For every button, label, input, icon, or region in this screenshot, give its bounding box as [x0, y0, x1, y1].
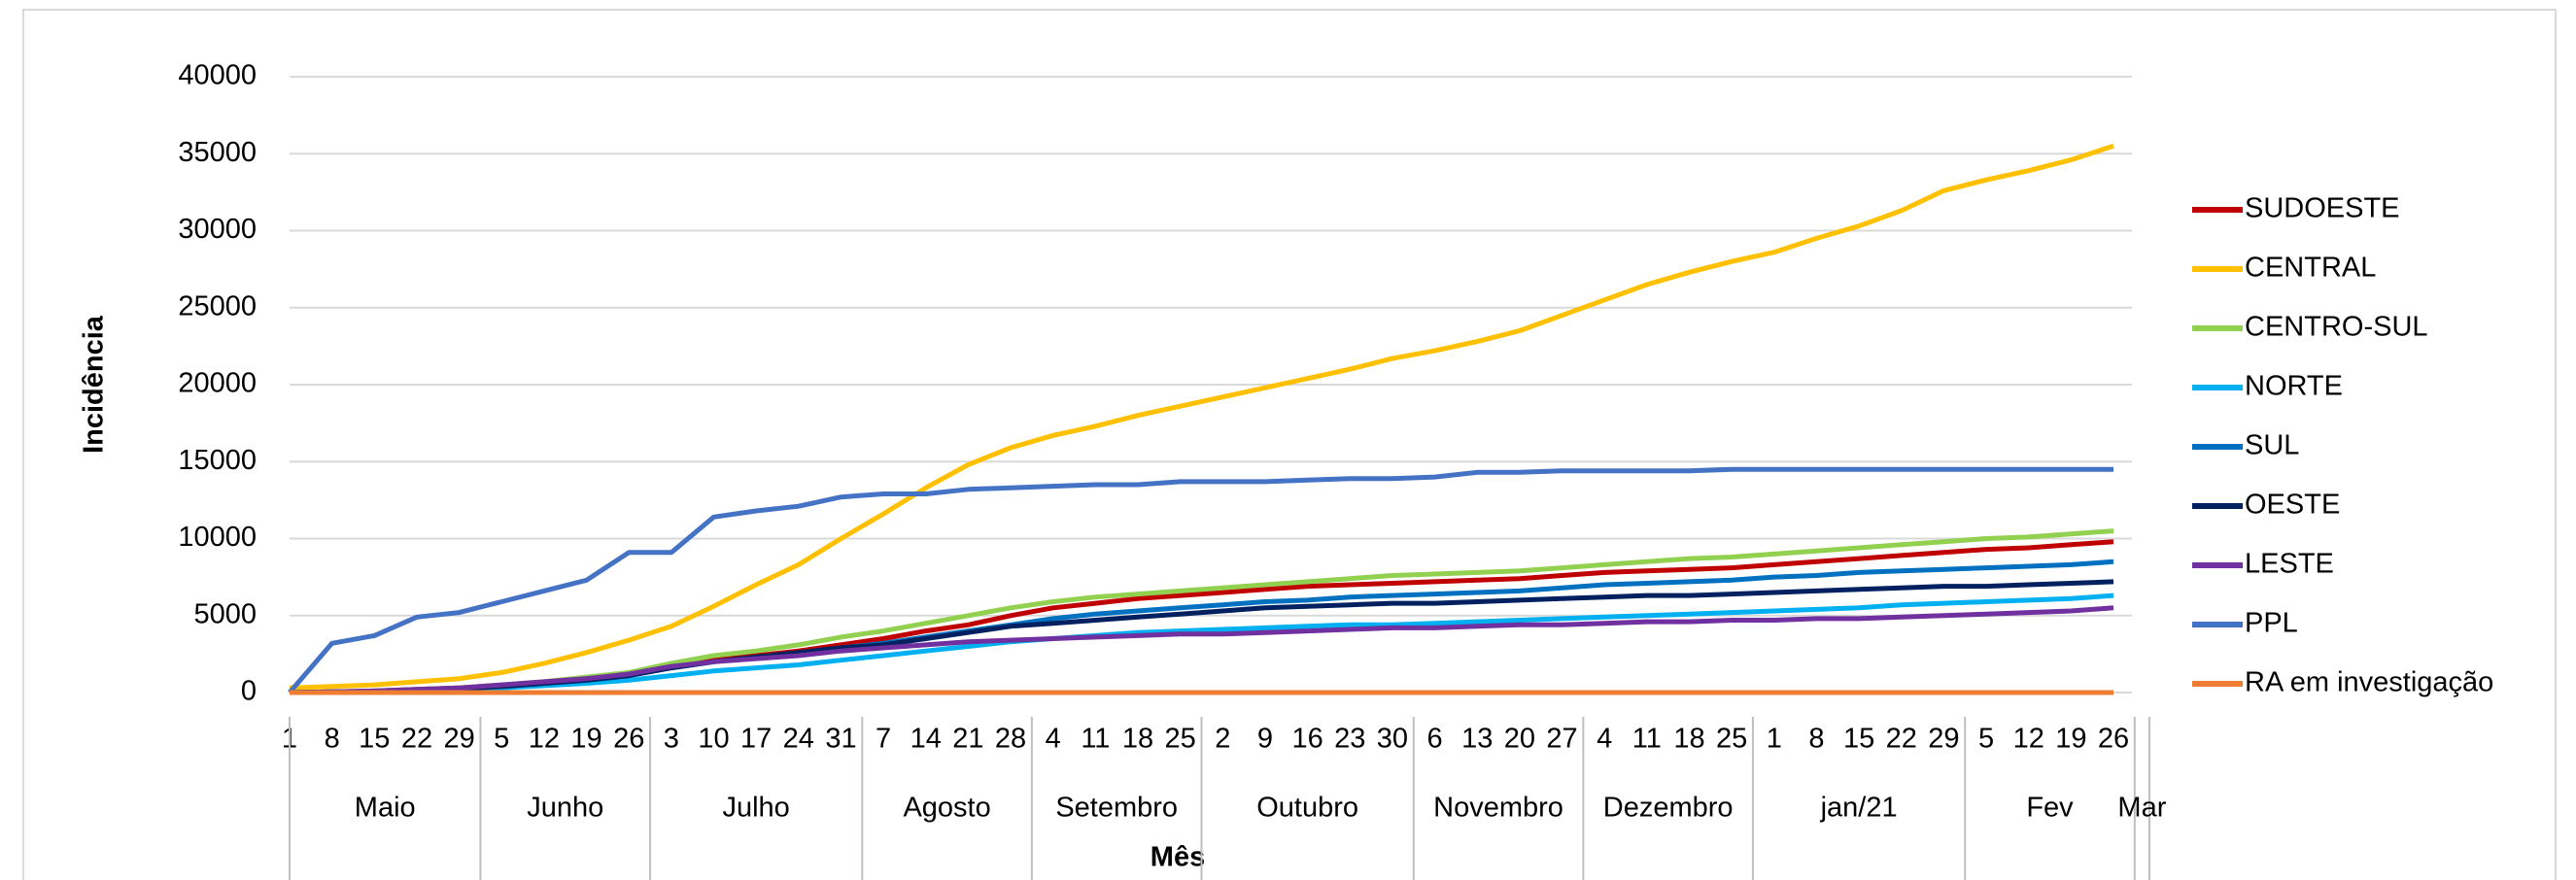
x-tick-label: 6	[1427, 724, 1443, 755]
x-tick-label: 25	[1716, 724, 1747, 755]
x-tick-label: 18	[1673, 724, 1704, 755]
y-tick-label: 20000	[178, 368, 257, 399]
month-label: Junho	[527, 793, 603, 824]
x-tick-label: 5	[494, 724, 509, 755]
month-label: Maio	[355, 793, 416, 824]
legend-label: OESTE	[2245, 490, 2340, 521]
y-axis-label: Incidência	[79, 315, 110, 454]
x-tick-label: 26	[2098, 724, 2129, 755]
legend-label: CENTRAL	[2245, 253, 2376, 284]
x-tick-label: 9	[1257, 724, 1273, 755]
series-line	[288, 466, 2113, 694]
x-tick-label: 15	[1843, 724, 1874, 755]
x-tick-label: 12	[529, 724, 560, 755]
x-tick-label: 15	[359, 724, 390, 755]
x-tick-label: 10	[698, 724, 729, 755]
x-tick-label: 20	[1504, 724, 1535, 755]
x-tick-label: 8	[325, 724, 340, 755]
legend-label: RA em investigação	[2245, 667, 2493, 698]
x-tick-label: 1	[1767, 724, 1782, 755]
series-line	[289, 558, 2114, 695]
x-tick-label: 4	[1597, 724, 1612, 755]
y-tick-label: 40000	[178, 60, 257, 91]
x-tick-label: 29	[1928, 724, 1959, 755]
y-tick-label: 0	[241, 676, 257, 707]
x-tick-label: 23	[1334, 724, 1365, 755]
y-tick-label: 35000	[178, 137, 257, 168]
x-axis-label: Mês	[1151, 842, 1205, 873]
x-tick-label: 11	[1632, 724, 1662, 755]
x-tick-label: 30	[1377, 724, 1408, 755]
x-tick-label: 7	[876, 724, 891, 755]
x-tick-label: 2	[1215, 724, 1230, 755]
month-label: Dezembro	[1603, 793, 1734, 824]
x-tick-label: 24	[783, 724, 814, 755]
x-tick-label: 11	[1081, 724, 1110, 755]
series-line	[289, 143, 2114, 691]
x-tick-label: 14	[910, 724, 942, 755]
month-label: Mar	[2117, 793, 2166, 824]
x-tick-label: 8	[1808, 724, 1824, 755]
x-tick-label: 29	[443, 724, 474, 755]
x-tick-label: 18	[1122, 724, 1153, 755]
y-tick-label: 25000	[178, 290, 257, 322]
series-line	[289, 592, 2114, 695]
month-label: Outubro	[1256, 793, 1358, 824]
legend-label: NORTE	[2245, 371, 2343, 402]
month-label: Agosto	[903, 793, 990, 824]
x-tick-label: 4	[1046, 724, 1061, 755]
y-tick-label: 15000	[178, 445, 257, 476]
x-tick-label: 27	[1546, 724, 1577, 755]
x-tick-label: 5	[1978, 724, 1994, 755]
series-line	[289, 605, 2114, 695]
series-line	[289, 579, 2114, 695]
y-tick-label: 30000	[178, 214, 257, 245]
x-tick-label: 31	[825, 724, 856, 755]
month-label: Novembro	[1433, 793, 1563, 824]
y-tick-label: 5000	[193, 598, 257, 629]
x-tick-label: 13	[1461, 724, 1493, 755]
x-tick-label: 16	[1291, 724, 1322, 755]
x-tick-label: 22	[1886, 724, 1917, 755]
x-tick-label: 3	[664, 724, 679, 755]
x-tick-label: 19	[570, 724, 601, 755]
x-tick-label: 22	[401, 724, 432, 755]
legend-label: PPL	[2245, 608, 2298, 639]
month-label: Setembro	[1055, 793, 1178, 824]
legend-label: CENTRO-SUL	[2245, 312, 2428, 343]
x-tick-label: 25	[1165, 724, 1196, 755]
legend-label: LESTE	[2245, 549, 2334, 580]
month-label: Julho	[722, 793, 789, 824]
x-tick-label: 17	[740, 724, 772, 755]
x-tick-label: 28	[995, 724, 1026, 755]
x-tick-label: 26	[613, 724, 644, 755]
x-tick-label: 19	[2055, 724, 2086, 755]
y-tick-label: 10000	[178, 522, 257, 553]
x-tick-label: 21	[952, 724, 983, 755]
x-tick-label: 12	[2013, 724, 2044, 755]
legend-label: SUDOESTE	[2245, 193, 2400, 224]
month-label: Fev	[2026, 793, 2074, 824]
chart-frame	[22, 9, 2557, 880]
legend-label: SUL	[2245, 430, 2299, 461]
month-label: jan/21	[1820, 793, 1898, 824]
